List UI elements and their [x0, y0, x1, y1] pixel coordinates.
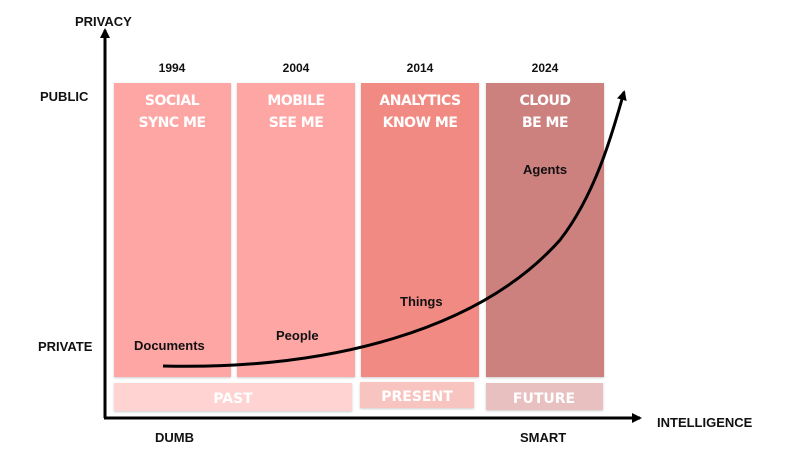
label-documents: Documents	[134, 338, 205, 353]
era-future-label: FUTURE	[513, 391, 575, 407]
column-2024	[486, 83, 604, 377]
y-axis-top-label: PUBLIC	[40, 89, 89, 104]
era-future	[486, 383, 603, 410]
growth-curve-arrow	[162, 90, 627, 368]
column-2004	[237, 83, 355, 377]
column-subheading: BE ME	[522, 115, 568, 131]
x-axis-left-label: DUMB	[155, 430, 194, 445]
year-label: 2014	[407, 61, 434, 75]
x-axis-right-label: SMART	[520, 430, 566, 445]
label-people: People	[276, 328, 319, 343]
column-heading: CLOUD	[519, 93, 570, 109]
y-axis-title: PRIVACY	[75, 14, 132, 29]
era-present	[360, 382, 474, 408]
label-agents: Agents	[523, 162, 567, 177]
column-subheading: SEE ME	[269, 115, 324, 131]
label-things: Things	[400, 294, 443, 309]
column-subheading: SYNC ME	[138, 115, 205, 131]
year-label: 2024	[532, 61, 559, 75]
column-2014	[361, 83, 479, 377]
y-axis-bottom-label: PRIVATE	[38, 339, 93, 354]
era-present-label: PRESENT	[381, 389, 453, 405]
column-heading: SOCIAL	[145, 93, 200, 109]
column-heading: MOBILE	[267, 93, 324, 109]
year-label: 1994	[159, 61, 186, 75]
column-heading: ANALYTICS	[379, 93, 461, 109]
era-past	[114, 383, 352, 411]
column-1994	[114, 83, 231, 377]
era-past-label: PAST	[213, 391, 253, 407]
column-subheading: KNOW ME	[383, 115, 458, 131]
year-label: 2004	[283, 61, 310, 75]
x-axis-title: INTELLIGENCE	[657, 415, 753, 430]
